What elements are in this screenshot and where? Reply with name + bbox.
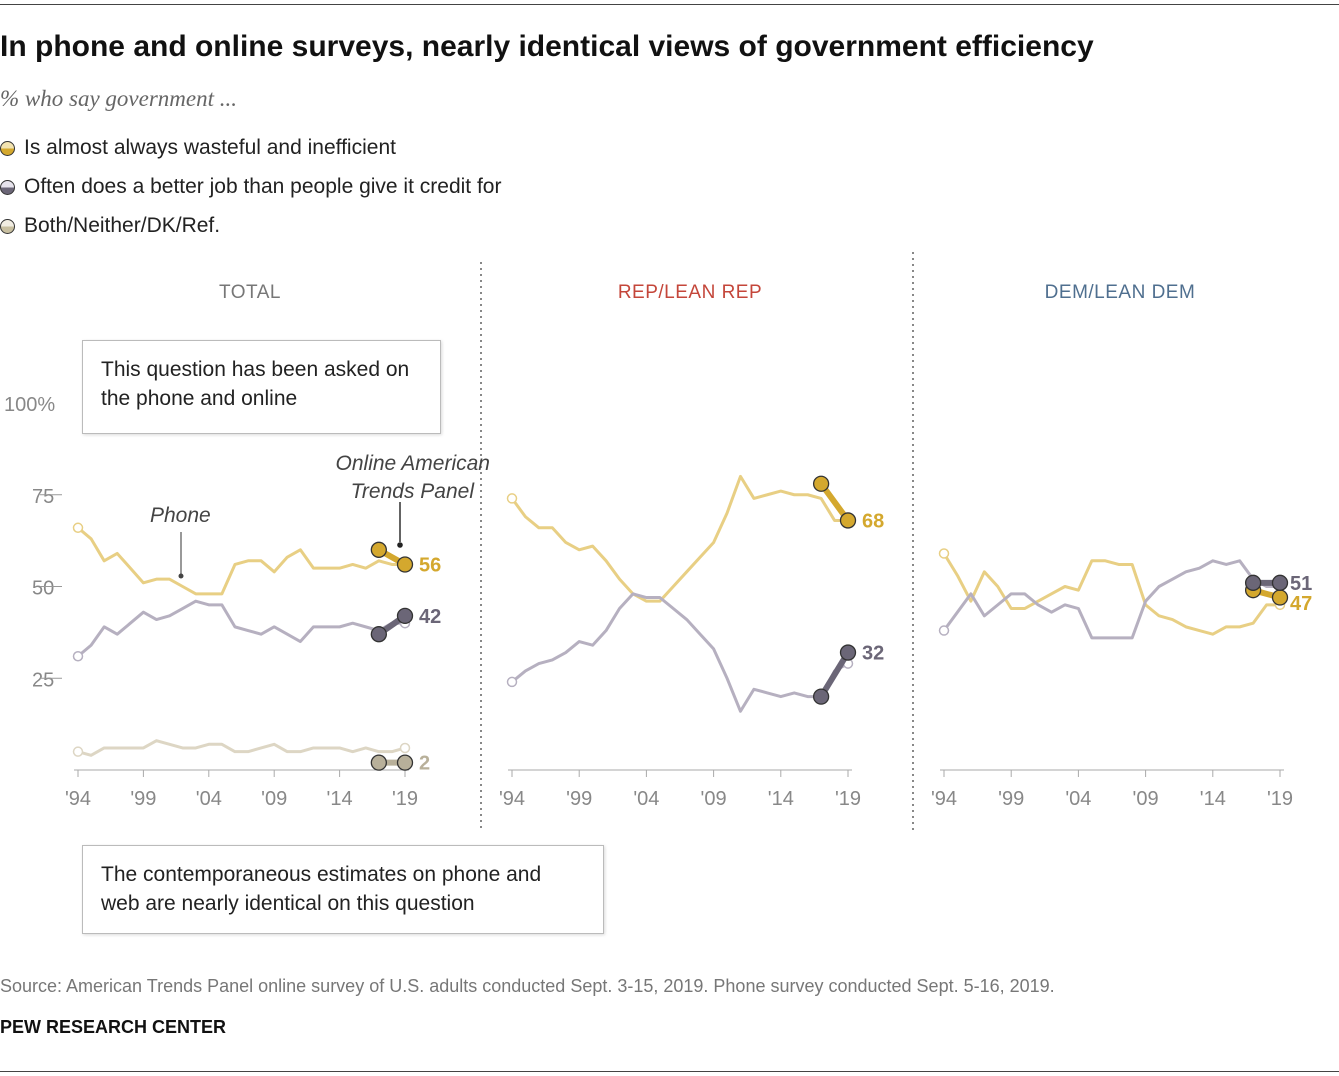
x-tick-label: '04 bbox=[1065, 788, 1091, 810]
online-point-both bbox=[396, 754, 414, 771]
legend-item-better: Often does a better job than people give… bbox=[0, 175, 501, 199]
end-label-better: 32 bbox=[862, 643, 884, 665]
online-point-wasteful bbox=[839, 512, 857, 529]
phone-line-wasteful bbox=[77, 526, 405, 596]
online-point-better bbox=[396, 607, 414, 625]
online-point-better bbox=[370, 626, 387, 643]
online-point-wasteful bbox=[370, 541, 387, 558]
end-label-wasteful: 68 bbox=[862, 510, 884, 532]
online-point-wasteful bbox=[812, 475, 830, 492]
phone-line-better bbox=[942, 559, 1280, 640]
x-tick-label: '99 bbox=[130, 788, 156, 810]
source-note: Source: American Trends Panel online sur… bbox=[0, 976, 1055, 996]
online-point-better bbox=[1244, 574, 1262, 591]
end-label-better: 42 bbox=[419, 606, 441, 628]
phone-point-better bbox=[506, 676, 518, 688]
x-tick-label: '04 bbox=[633, 788, 659, 810]
x-tick-label: '19 bbox=[835, 788, 861, 810]
chart-title: In phone and online surveys, nearly iden… bbox=[0, 30, 1094, 63]
annotation-phone-dot bbox=[178, 573, 184, 579]
y-tick-label: 50 bbox=[32, 578, 54, 600]
legend-dot-better bbox=[0, 179, 15, 195]
phone-point-better bbox=[72, 650, 84, 662]
legend-dot-wasteful bbox=[0, 140, 15, 156]
online-point-wasteful bbox=[396, 556, 414, 573]
legend-label-both: Both/Neither/DK/Ref. bbox=[24, 214, 221, 237]
x-tick-label: '94 bbox=[931, 788, 957, 810]
online-point-better bbox=[839, 644, 857, 661]
phone-line-both bbox=[77, 739, 406, 757]
x-tick-label: '19 bbox=[1267, 788, 1293, 810]
phone-point-wasteful bbox=[938, 548, 950, 559]
phone-point-better bbox=[938, 625, 950, 636]
x-tick-label: '99 bbox=[998, 788, 1024, 810]
annotation-online-dot bbox=[397, 542, 403, 548]
legend-dot-both bbox=[0, 218, 15, 234]
online-point-better bbox=[1271, 574, 1289, 591]
legend-item-both: Both/Neither/DK/Ref. bbox=[0, 214, 220, 238]
x-tick-label: '14 bbox=[768, 788, 794, 810]
phone-line-wasteful bbox=[510, 474, 848, 603]
annotation-phone: Phone bbox=[150, 504, 211, 527]
online-point-better bbox=[812, 688, 830, 705]
annotation-online-line2: Trends Panel bbox=[351, 480, 476, 503]
end-label-better: 51 bbox=[1290, 573, 1312, 595]
online-point-both bbox=[370, 754, 387, 771]
y-tick-label: 75 bbox=[32, 486, 54, 508]
phone-point-wasteful bbox=[72, 522, 84, 534]
phone-point-both bbox=[72, 746, 84, 757]
x-tick-label: '04 bbox=[196, 788, 222, 810]
bottom-rule bbox=[0, 1071, 1339, 1072]
x-tick-label: '94 bbox=[65, 788, 91, 810]
brand-name: PEW RESEARCH CENTER bbox=[0, 1017, 227, 1037]
end-label-wasteful: 47 bbox=[1290, 593, 1312, 615]
panel-title-total: TOTAL bbox=[219, 282, 281, 303]
online-point-wasteful bbox=[1271, 589, 1289, 606]
phone-line-better bbox=[511, 592, 849, 713]
panel-title-dem: DEM/LEAN DEM bbox=[1044, 282, 1196, 303]
note-top: This question has been asked on the phon… bbox=[82, 340, 441, 434]
end-label-both: 2 bbox=[419, 753, 430, 775]
chart-subtitle: % who say government ... bbox=[0, 86, 237, 111]
phone-point-both bbox=[399, 742, 411, 754]
x-tick-label: '09 bbox=[701, 788, 727, 810]
x-tick-label: '14 bbox=[1200, 788, 1226, 810]
x-tick-label: '94 bbox=[499, 788, 525, 810]
x-tick-label: '09 bbox=[261, 788, 287, 810]
panel-title-rep: REP/LEAN REP bbox=[617, 282, 763, 303]
x-tick-label: '14 bbox=[327, 788, 353, 810]
x-tick-label: '19 bbox=[392, 788, 418, 810]
x-tick-label: '09 bbox=[1133, 788, 1159, 810]
online-line-better bbox=[818, 649, 851, 700]
phone-point-wasteful bbox=[506, 493, 518, 504]
phone-line-wasteful bbox=[942, 552, 1280, 636]
end-label-wasteful: 56 bbox=[419, 554, 441, 576]
legend-item-wasteful: Is almost always wasteful and inefficien… bbox=[0, 136, 396, 160]
legend-label-better: Often does a better job than people give… bbox=[24, 175, 502, 198]
phone-line-better bbox=[77, 599, 405, 658]
legend-label-wasteful: Is almost always wasteful and inefficien… bbox=[24, 136, 396, 159]
annotation-online-line1: Online American bbox=[336, 452, 490, 475]
note-bottom: The contemporaneous estimates on phone a… bbox=[82, 845, 604, 934]
x-tick-label: '99 bbox=[566, 788, 592, 810]
top-rule bbox=[0, 4, 1339, 5]
y-tick-label: 100% bbox=[4, 394, 55, 416]
y-tick-label: 25 bbox=[32, 669, 54, 691]
